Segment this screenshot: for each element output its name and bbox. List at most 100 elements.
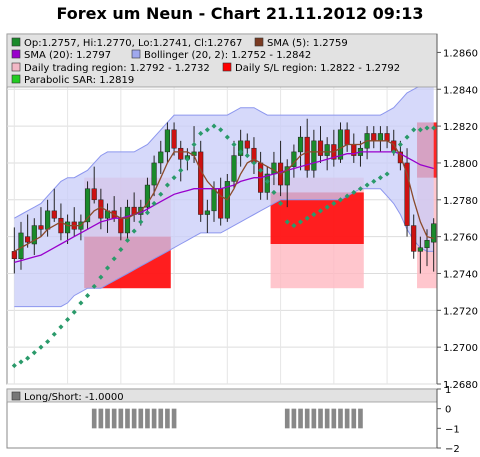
- long-short-bar: [331, 408, 337, 429]
- y-tick-label: 1.2720: [443, 306, 478, 317]
- sar-dot: [204, 127, 210, 133]
- sar-dot: [158, 191, 164, 197]
- candle-body: [204, 210, 210, 215]
- candle-body: [424, 240, 430, 248]
- y-tick-label: 1.2840: [443, 85, 478, 96]
- y-tick-label: 1.2700: [443, 343, 478, 354]
- sma20-line: [14, 151, 434, 264]
- candle-body: [11, 251, 17, 259]
- candle-body: [25, 236, 31, 243]
- sar-dot: [38, 344, 44, 350]
- long-short-bar: [304, 408, 310, 429]
- bollinger-lower-line: [14, 188, 434, 308]
- long-short-swatch: [11, 391, 21, 401]
- sar-dot: [351, 189, 357, 195]
- long-short-bar: [125, 408, 130, 429]
- long-short-bar: [158, 408, 164, 429]
- sar-dot: [371, 178, 377, 184]
- sar-dot: [151, 200, 157, 207]
- long-short-bar: [145, 408, 150, 429]
- sar-dot: [244, 153, 250, 159]
- sub-y-tick-label: 1: [445, 385, 451, 396]
- sar-dot: [138, 219, 144, 225]
- sar-dot: [164, 182, 170, 188]
- sar-dot: [25, 355, 31, 361]
- sar-dot: [98, 274, 104, 280]
- long-short-bar: [138, 408, 144, 429]
- candle-body: [178, 147, 184, 160]
- sar-dot: [18, 359, 24, 365]
- legend-label: Daily S/L region: 1.2822 - 1.2792: [235, 63, 400, 74]
- sar-dot: [364, 182, 370, 188]
- long-short-bar: [165, 408, 170, 429]
- sar-dot: [264, 178, 270, 184]
- long-short-bar: [358, 408, 363, 429]
- sar-dot: [224, 134, 230, 140]
- candle-body: [411, 225, 417, 252]
- legend-label: SMA (5): 1.2759: [267, 38, 348, 49]
- candle-body: [324, 144, 330, 156]
- legend-label: Bollinger (20, 2): 1.2752 - 1.2842: [144, 50, 311, 61]
- candle-body: [271, 162, 277, 175]
- sar-dot: [304, 215, 310, 221]
- candle-body: [284, 166, 290, 186]
- sar-dot: [171, 175, 177, 181]
- sar-dot: [111, 256, 117, 262]
- sar-dot: [324, 204, 330, 210]
- candle-body: [45, 210, 51, 230]
- y-tick-label: 1.2800: [443, 159, 478, 170]
- candle-body: [211, 188, 217, 212]
- candle-body: [164, 129, 171, 153]
- sar-dot: [184, 156, 190, 162]
- sl-region: [270, 192, 364, 244]
- sub-y-tick-label: 0: [445, 405, 451, 416]
- sar-dot: [45, 339, 51, 345]
- candle-body: [98, 199, 104, 219]
- candle-body: [231, 155, 237, 182]
- sar-dot: [384, 171, 390, 177]
- candle-body: [198, 151, 204, 215]
- candle-body: [84, 188, 91, 223]
- sma5-line: [13, 140, 434, 252]
- long-short-bar: [131, 408, 137, 429]
- sar-dot: [178, 167, 184, 173]
- long-short-bar: [324, 408, 330, 429]
- long-short-bar: [98, 408, 104, 429]
- candle-body: [91, 188, 97, 201]
- sar-dot: [357, 186, 363, 192]
- long-short-bar: [171, 408, 177, 429]
- sar-dot: [431, 125, 437, 131]
- sar-dot: [291, 223, 297, 229]
- long-short-bar: [298, 408, 303, 429]
- legend-box: [6, 33, 438, 88]
- sar-dot: [397, 141, 403, 148]
- long-short-bar: [344, 408, 350, 429]
- long-short-bar: [151, 408, 157, 429]
- candle-body: [238, 140, 244, 156]
- long-short-bar: [311, 408, 317, 429]
- y-tick-label: 1.2760: [443, 233, 478, 244]
- y-tick-label: 1.2740: [443, 269, 478, 280]
- long-short-bar: [291, 408, 297, 429]
- candle-body: [51, 210, 57, 219]
- legend-label: SMA (20): 1.2797: [24, 50, 111, 61]
- candle-body: [311, 140, 317, 171]
- sar-dot: [251, 160, 257, 166]
- sar-dot: [238, 149, 244, 155]
- legend-label: Daily trading region: 1.2792 - 1.2732: [24, 63, 210, 74]
- sub-y-tick-label: −1: [445, 424, 460, 435]
- sar-dot: [191, 141, 197, 148]
- candle-body: [158, 151, 164, 164]
- long-short-bar: [284, 408, 290, 429]
- bollinger-band: [14, 85, 434, 307]
- sar-dot: [424, 125, 430, 131]
- sar-dot: [144, 210, 150, 216]
- candle-body: [38, 225, 44, 230]
- candle-body: [344, 129, 350, 145]
- candle-body: [297, 136, 304, 153]
- candle-body: [18, 232, 24, 259]
- legend-swatch: [131, 49, 141, 59]
- sar-dot: [258, 167, 264, 173]
- legend-swatch: [254, 37, 264, 47]
